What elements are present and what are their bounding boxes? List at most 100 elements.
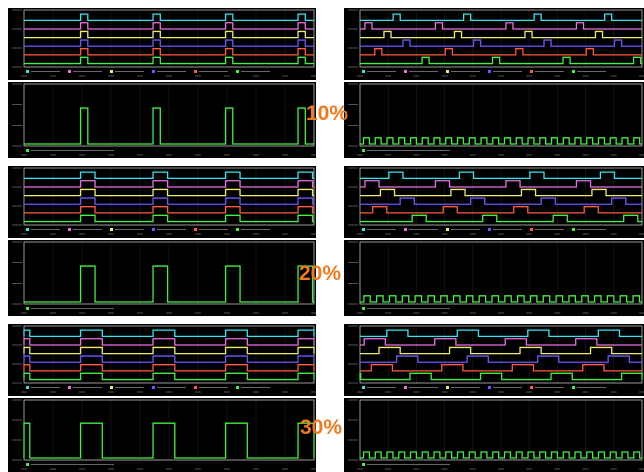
- signal-trace: [360, 56, 642, 65]
- legend-marker: [572, 386, 575, 389]
- signal-trace: [359, 372, 643, 381]
- panel-background: [344, 324, 644, 396]
- row-20-left-top-chart: [8, 166, 316, 238]
- signal-trace: [24, 180, 314, 188]
- panel-background: [8, 8, 316, 80]
- plot-frame: [23, 83, 315, 147]
- legend-marker: [404, 386, 407, 389]
- signal-trace: [24, 56, 314, 65]
- duty-label-10: 10%: [305, 102, 349, 125]
- legend-marker: [236, 386, 239, 389]
- legend-marker: [68, 70, 71, 73]
- signals-plot: [344, 324, 644, 396]
- signal-trace: [360, 329, 642, 338]
- signal-trace: [23, 346, 315, 355]
- legend-marker: [110, 70, 113, 73]
- plot-frame: [359, 241, 643, 305]
- legend-marker: [362, 149, 365, 152]
- row-10-left-bottom-chart: [8, 82, 316, 158]
- output-plot: [344, 240, 644, 316]
- legend-marker: [404, 228, 407, 231]
- signal-trace: [360, 206, 642, 214]
- plot-frame: [23, 9, 315, 68]
- legend-marker: [362, 228, 365, 231]
- signal-trace: [24, 197, 314, 205]
- legend-marker: [572, 70, 575, 73]
- output-plot: [8, 398, 316, 472]
- plot-frame: [359, 83, 643, 147]
- signal-trace: [360, 364, 642, 372]
- legend-marker: [68, 228, 71, 231]
- legend-marker: [152, 228, 155, 231]
- signal-trace: [24, 39, 314, 47]
- signal-trace: [360, 22, 642, 30]
- legend-marker: [26, 70, 29, 73]
- panel-background: [8, 240, 316, 316]
- legend-marker: [530, 386, 533, 389]
- panel-background: [8, 324, 316, 396]
- legend-marker: [362, 463, 365, 466]
- signal-trace: [360, 338, 642, 346]
- signal-trace: [360, 214, 642, 223]
- output-plot: [344, 398, 644, 472]
- panel-background: [344, 82, 644, 158]
- signal-trace: [24, 214, 314, 223]
- panel-background: [8, 166, 316, 238]
- signal-trace: [24, 188, 314, 197]
- legend-marker: [110, 386, 113, 389]
- plot-frame: [23, 241, 315, 305]
- signal-trace: [360, 13, 642, 22]
- legend-marker: [404, 70, 407, 73]
- output-trace: [360, 137, 642, 145]
- legend-marker: [110, 228, 113, 231]
- legend-marker: [530, 70, 533, 73]
- signal-trace: [360, 188, 642, 197]
- signal-trace: [24, 22, 314, 30]
- signals-plot: [8, 166, 316, 238]
- plot-frame: [359, 399, 643, 461]
- legend-marker: [26, 463, 29, 466]
- row-30-right-top-chart: [344, 324, 644, 396]
- signals-plot: [344, 166, 644, 238]
- legend-marker: [194, 228, 197, 231]
- signals-plot: [8, 8, 316, 80]
- legend-marker: [194, 386, 197, 389]
- legend-marker: [68, 386, 71, 389]
- signal-trace: [360, 30, 642, 39]
- signal-trace: [360, 346, 642, 355]
- legend-marker: [194, 70, 197, 73]
- signal-trace: [24, 48, 314, 56]
- panel-background: [8, 82, 316, 158]
- panel-background: [8, 398, 316, 472]
- legend-marker: [362, 386, 365, 389]
- plot-frame: [359, 325, 643, 384]
- legend-marker: [572, 228, 575, 231]
- signals-plot: [344, 8, 644, 80]
- legend-marker: [26, 307, 29, 310]
- legend-marker: [26, 149, 29, 152]
- signal-trace: [23, 372, 315, 381]
- signal-trace: [23, 338, 315, 346]
- signal-trace: [24, 171, 314, 180]
- row-10-right-top-chart: [344, 8, 644, 80]
- signal-trace: [360, 39, 642, 47]
- panel-background: [344, 398, 644, 472]
- row-20-right-top-chart: [344, 166, 644, 238]
- legend-marker: [488, 228, 491, 231]
- panel-background: [344, 240, 644, 316]
- legend-marker: [236, 228, 239, 231]
- legend-marker: [488, 386, 491, 389]
- row-30-left-bottom-chart: [8, 398, 316, 472]
- legend-marker: [446, 386, 449, 389]
- signal-trace: [24, 30, 314, 39]
- signals-plot: [8, 324, 316, 396]
- plot-frame: [359, 167, 643, 226]
- row-30-right-bottom-chart: [344, 398, 644, 472]
- legend-marker: [530, 228, 533, 231]
- output-trace: [360, 451, 642, 459]
- legend-marker: [26, 386, 29, 389]
- legend-marker: [362, 307, 365, 310]
- signal-trace: [23, 364, 315, 372]
- legend-marker: [152, 386, 155, 389]
- row-20-right-bottom-chart: [344, 240, 644, 316]
